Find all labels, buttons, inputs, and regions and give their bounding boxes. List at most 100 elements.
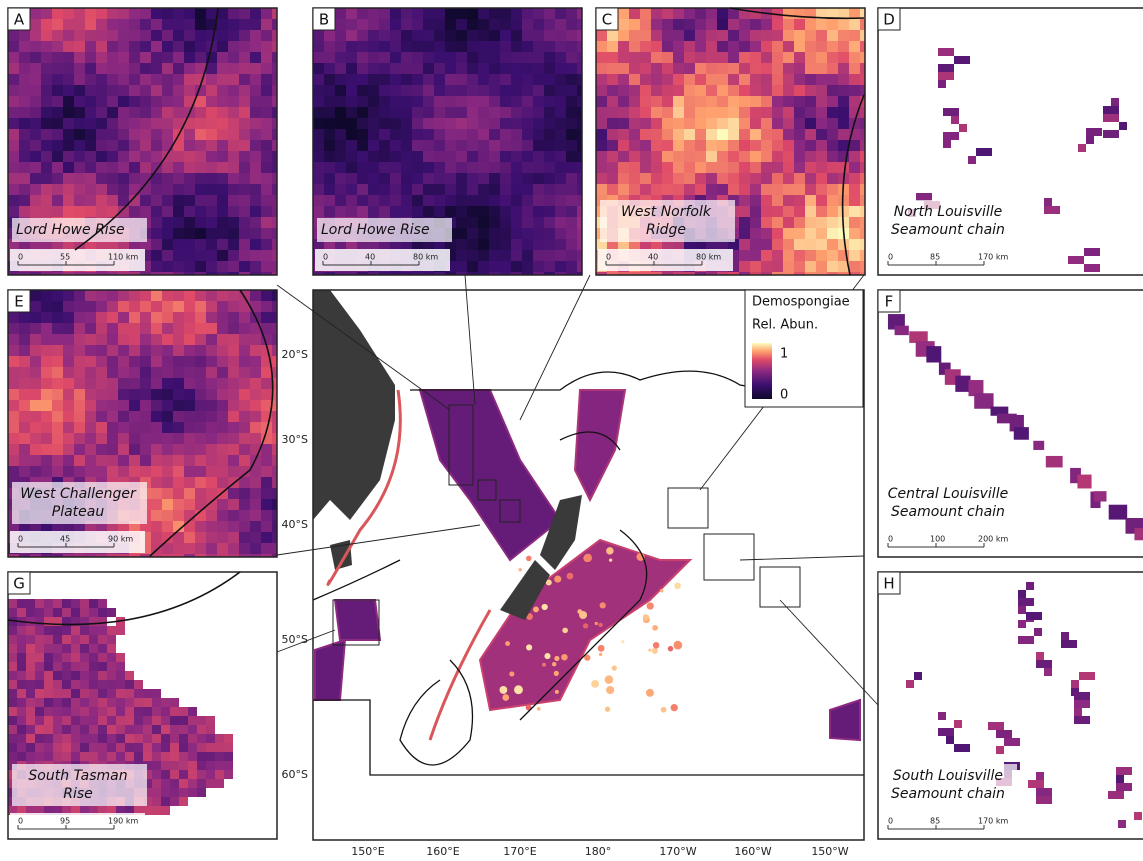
abundance-spot <box>600 602 606 608</box>
raster-cell <box>173 96 184 107</box>
raster-cell <box>401 85 412 96</box>
raster-cell <box>62 716 71 725</box>
raster-cell <box>52 400 63 411</box>
raster-cell <box>19 41 30 52</box>
raster-cell <box>239 444 250 455</box>
raster-cell <box>107 422 118 433</box>
raster-cell <box>456 129 467 140</box>
abundance-spot <box>583 623 588 628</box>
raster-cell <box>816 217 827 228</box>
raster-cell <box>184 239 195 250</box>
raster-cell <box>489 74 500 85</box>
raster-cell <box>357 8 368 19</box>
raster-cell <box>555 250 566 261</box>
raster-cell <box>228 323 239 334</box>
raster-cell <box>673 96 684 107</box>
raster-cell <box>261 466 272 477</box>
abundance-spot <box>554 656 559 661</box>
raster-cell <box>555 195 566 206</box>
raster-cell <box>53 734 62 743</box>
raster-cell <box>313 151 324 162</box>
raster-cell <box>533 239 544 250</box>
raster-cell <box>357 140 368 151</box>
raster-cell <box>456 151 467 162</box>
raster-cell <box>195 118 206 129</box>
raster-cell <box>62 743 71 752</box>
raster-cell <box>750 85 761 96</box>
raster-cell <box>706 162 717 173</box>
raster-cell <box>107 662 116 671</box>
raster-cell <box>30 290 41 301</box>
raster-cell <box>129 162 140 173</box>
raster-cell <box>19 378 30 389</box>
raster-cell <box>739 41 750 52</box>
raster-cell <box>533 140 544 151</box>
raster-cell <box>783 151 794 162</box>
raster-cell <box>195 400 206 411</box>
raster-cell <box>996 730 1012 738</box>
raster-cell <box>456 195 467 206</box>
raster-cell <box>184 334 195 345</box>
raster-cell <box>217 96 228 107</box>
raster-cell <box>63 195 74 206</box>
latitude-label: 50°S <box>282 633 308 646</box>
raster-cell <box>195 444 206 455</box>
raster-cell <box>19 206 30 217</box>
raster-cell <box>173 422 184 433</box>
raster-cell <box>261 151 272 162</box>
raster-cell <box>195 129 206 140</box>
raster-cell <box>26 698 35 707</box>
raster-cell <box>52 433 63 444</box>
raster-cell <box>239 63 250 74</box>
raster-cell <box>618 140 629 151</box>
raster-cell <box>129 85 140 96</box>
raster-cell <box>63 162 74 173</box>
raster-cell <box>125 707 134 716</box>
inset-panel: HSouth LouisvilleSeamount chain085170 km <box>878 572 1143 839</box>
raster-cell <box>143 734 152 743</box>
raster-cell <box>162 543 173 554</box>
inset-panel: FCentral LouisvilleSeamount chain0100200… <box>878 290 1143 557</box>
raster-cell <box>228 345 239 356</box>
raster-cell <box>368 41 379 52</box>
raster-cell <box>827 30 838 41</box>
raster-cell <box>566 195 577 206</box>
raster-cell <box>849 140 860 151</box>
raster-cell <box>618 8 629 19</box>
raster-cell <box>30 52 41 63</box>
raster-cell <box>85 52 96 63</box>
raster-cell <box>129 173 140 184</box>
raster-cell <box>62 752 71 761</box>
raster-cell <box>151 41 162 52</box>
raster-cell <box>107 151 118 162</box>
raster-cell <box>555 140 566 151</box>
raster-cell <box>662 63 673 74</box>
raster-cell <box>239 543 250 554</box>
raster-cell <box>261 96 272 107</box>
raster-cell <box>184 41 195 52</box>
raster-cell <box>96 356 107 367</box>
raster-cell <box>44 662 53 671</box>
panel-label: Ridge <box>646 222 686 238</box>
raster-cell <box>673 162 684 173</box>
longitude-label: 170°E <box>503 845 536 858</box>
raster-cell <box>107 290 118 301</box>
raster-cell <box>261 140 272 151</box>
raster-cell <box>816 96 827 107</box>
raster-cell <box>162 217 173 228</box>
raster-cell <box>511 118 522 129</box>
raster-cell <box>445 140 456 151</box>
raster-cell <box>195 543 206 554</box>
raster-cell <box>80 689 89 698</box>
raster-cell <box>1018 598 1034 606</box>
raster-cell <box>794 217 805 228</box>
raster-cell <box>368 85 379 96</box>
scalebar-label: 95 <box>60 817 70 826</box>
raster-cell <box>651 184 662 195</box>
raster-cell <box>217 107 228 118</box>
raster-cell <box>445 195 456 206</box>
raster-cell <box>434 184 445 195</box>
raster-cell <box>629 129 640 140</box>
raster-cell <box>152 689 161 698</box>
raster-cell <box>761 107 772 118</box>
